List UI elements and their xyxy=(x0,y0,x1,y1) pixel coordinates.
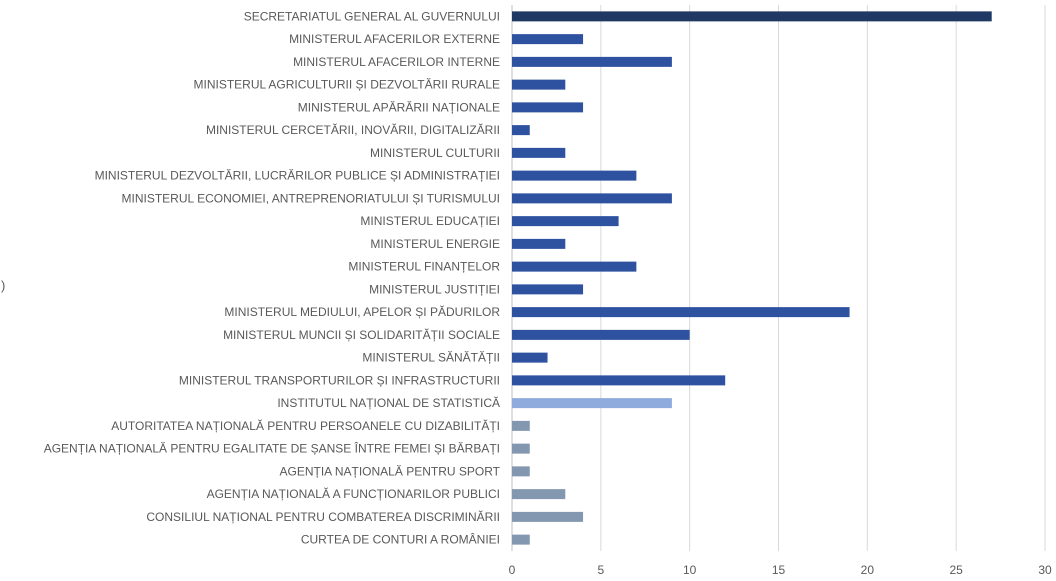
x-tick-0: 0 xyxy=(509,563,516,577)
bar-6 xyxy=(512,125,530,136)
category-labels: SECRETARIATUL GENERAL AL GUVERNULUI MINIS… xyxy=(44,9,501,546)
bar-14 xyxy=(512,307,850,318)
category-label-12: MINISTERUL FINANȚELOR xyxy=(348,260,500,274)
bar-20 xyxy=(512,443,530,454)
bar-15 xyxy=(512,329,690,340)
category-label-13: MINISTERUL JUSTIȚIEI xyxy=(369,282,500,296)
category-label-7: MINISTERUL CULTURII xyxy=(370,146,500,160)
bar-10 xyxy=(512,216,619,227)
category-label-3: MINISTERUL AFACERILOR INTERNE xyxy=(293,55,500,69)
bar-8 xyxy=(512,170,637,181)
x-tick-labels: 0 5 10 15 20 25 30 xyxy=(509,563,1052,577)
bar-24 xyxy=(512,534,530,545)
bar-5 xyxy=(512,102,584,113)
bar-16 xyxy=(512,352,548,363)
category-label-1: SECRETARIATUL GENERAL AL GUVERNULUI xyxy=(244,9,500,23)
bar-11 xyxy=(512,238,566,249)
category-label-23: CONSILIUL NAȚIONAL PENTRU COMBATEREA DIS… xyxy=(146,509,500,524)
bar-1 xyxy=(512,11,992,22)
x-tick-10: 10 xyxy=(683,563,697,577)
category-label-6: MINISTERUL CERCETĂRII, INOVĂRII, DIGITAL… xyxy=(206,122,500,137)
bar-13 xyxy=(512,284,584,295)
bar-17 xyxy=(512,375,726,386)
bar-21 xyxy=(512,466,530,477)
bar-9 xyxy=(512,193,672,204)
category-label-2: MINISTERUL AFACERILOR EXTERNE xyxy=(289,32,500,46)
bar-23 xyxy=(512,511,584,522)
category-label-11: MINISTERUL ENERGIE xyxy=(370,237,500,251)
category-label-10: MINISTERUL EDUCAȚIEI xyxy=(360,214,500,228)
edge-mark: ) xyxy=(1,278,6,293)
category-label-9: MINISTERUL ECONOMIEI, ANTREPRENORIATULUI… xyxy=(122,191,501,205)
category-label-18: INSTITUTUL NAȚIONAL DE STATISTICĂ xyxy=(277,395,500,410)
category-label-21: AGENȚIA NAȚIONALĂ PENTRU SPORT xyxy=(280,463,501,478)
bar-4 xyxy=(512,79,566,90)
category-label-24: CURTEA DE CONTURI A ROMÂNIEI xyxy=(301,532,500,547)
x-tick-30: 30 xyxy=(1038,563,1052,577)
category-label-15: MINISTERUL MUNCII ȘI SOLIDARITĂȚII SOCIA… xyxy=(223,327,500,342)
bar-12 xyxy=(512,261,637,272)
gridlines xyxy=(511,5,1046,551)
x-tick-20: 20 xyxy=(861,563,875,577)
bar-22 xyxy=(512,489,566,500)
bar-19 xyxy=(512,420,530,431)
category-label-20: AGENȚIA NAȚIONALĂ PENTRU EGALITATE DE ȘA… xyxy=(44,441,500,456)
x-tick-15: 15 xyxy=(772,563,786,577)
bar-2 xyxy=(512,34,584,45)
bars xyxy=(512,11,992,545)
category-label-22: AGENȚIA NAȚIONALĂ A FUNCȚIONARILOR PUBLI… xyxy=(207,486,500,501)
bar-18 xyxy=(512,398,672,409)
category-label-17: MINISTERUL TRANSPORTURILOR ȘI INFRASTRUC… xyxy=(179,373,500,387)
category-label-19: AUTORITATEA NAȚIONALĂ PENTRU PERSOANELE … xyxy=(111,418,500,433)
x-tick-25: 25 xyxy=(949,563,963,577)
bar-3 xyxy=(512,56,672,67)
category-label-14: MINISTERUL MEDIULUI, APELOR ȘI PĂDURILOR xyxy=(224,304,500,319)
category-label-4: MINISTERUL AGRICULTURII ȘI DEZVOLTĂRII R… xyxy=(194,77,501,92)
category-label-5: MINISTERUL APĂRĂRII NAȚIONALE xyxy=(298,99,500,114)
category-label-8: MINISTERUL DEZVOLTĂRII, LUCRĂRILOR PUBLI… xyxy=(95,168,500,183)
bar-7 xyxy=(512,147,566,158)
category-label-16: MINISTERUL SĂNĂTĂȚII xyxy=(362,350,500,365)
x-tick-5: 5 xyxy=(597,563,604,577)
